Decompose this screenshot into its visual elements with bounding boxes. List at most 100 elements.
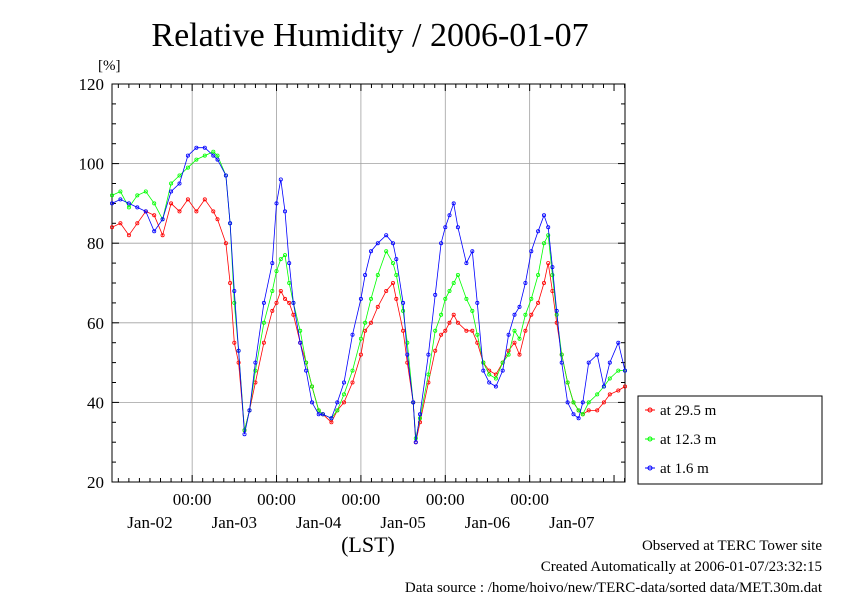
data-point	[185, 165, 190, 170]
legend-label: at 1.6 m	[660, 461, 709, 477]
data-point	[470, 308, 475, 313]
data-point	[270, 308, 275, 313]
data-point	[433, 292, 438, 297]
data-point	[417, 412, 422, 417]
data-point	[152, 213, 157, 218]
data-point	[329, 416, 334, 421]
y-tick-label: 80	[87, 234, 104, 253]
data-point	[475, 300, 480, 305]
data-point	[118, 221, 123, 226]
data-point	[211, 209, 216, 214]
data-point	[143, 189, 148, 194]
data-point	[253, 360, 258, 365]
data-point	[177, 181, 182, 186]
data-point	[274, 269, 279, 274]
data-point	[202, 153, 207, 158]
data-point	[542, 213, 547, 218]
data-point	[470, 328, 475, 333]
data-point	[529, 296, 534, 301]
data-point	[309, 384, 314, 389]
data-point	[493, 376, 498, 381]
data-point	[185, 153, 190, 158]
data-point	[261, 320, 266, 325]
data-point	[363, 328, 368, 333]
footer-created: Created Automatically at 2006-01-07/23:3…	[541, 559, 822, 575]
series-line	[111, 151, 625, 439]
data-point	[169, 189, 174, 194]
data-point	[118, 189, 123, 194]
data-point	[261, 340, 266, 345]
data-point	[475, 332, 480, 337]
data-point	[517, 352, 522, 357]
data-point	[451, 312, 456, 317]
data-point	[341, 380, 346, 385]
data-point	[401, 300, 406, 305]
data-point	[529, 249, 534, 254]
data-point	[546, 233, 551, 238]
data-point	[433, 348, 438, 353]
data-point	[270, 261, 275, 266]
data-point	[291, 312, 296, 317]
data-point	[126, 233, 131, 238]
data-point	[135, 221, 140, 226]
data-point	[523, 312, 528, 317]
data-point	[571, 400, 576, 405]
data-point	[152, 201, 157, 206]
data-point	[358, 336, 363, 341]
series-line	[111, 198, 626, 443]
legend-label: at 12.3 m	[660, 432, 717, 448]
data-point	[595, 352, 600, 357]
data-point	[194, 209, 199, 214]
data-point	[500, 368, 505, 373]
data-point	[232, 340, 237, 345]
data-point	[384, 233, 389, 238]
data-point	[411, 400, 416, 405]
data-point	[274, 201, 279, 206]
data-point	[390, 280, 395, 285]
legend-marker	[647, 465, 653, 471]
data-point	[177, 209, 182, 214]
data-point	[160, 217, 165, 222]
data-point	[177, 173, 182, 178]
data-point	[335, 408, 340, 413]
legend-box	[637, 395, 823, 485]
data-point	[595, 392, 600, 397]
data-point	[160, 233, 165, 238]
data-point	[487, 372, 492, 377]
data-point	[194, 145, 199, 150]
data-point	[464, 261, 469, 266]
data-point	[523, 280, 528, 285]
data-point	[126, 201, 131, 206]
data-point	[536, 300, 541, 305]
data-point	[358, 296, 363, 301]
data-point	[506, 348, 511, 353]
data-point	[517, 304, 522, 309]
data-point	[512, 340, 517, 345]
x-time-label: 00:00	[257, 490, 296, 509]
data-point	[211, 149, 216, 154]
series-3	[110, 145, 628, 445]
data-point	[375, 304, 380, 309]
data-point	[185, 197, 190, 202]
data-point	[247, 408, 252, 413]
data-point	[439, 332, 444, 337]
data-point	[433, 328, 438, 333]
x-date-label: Jan-04	[296, 513, 342, 532]
data-point	[487, 380, 492, 385]
data-point	[401, 308, 406, 313]
y-tick-label: 100	[79, 155, 105, 174]
data-point	[405, 352, 410, 357]
y-tick-label: 60	[87, 314, 104, 333]
plot-frame	[111, 83, 626, 483]
data-point	[236, 360, 241, 365]
data-point	[542, 280, 547, 285]
data-point	[228, 221, 233, 226]
data-point	[298, 328, 303, 333]
data-point	[576, 408, 581, 413]
data-point	[405, 340, 410, 345]
data-point	[559, 352, 564, 357]
data-point	[426, 352, 431, 357]
data-point	[211, 153, 216, 158]
grid-lines	[112, 83, 625, 483]
